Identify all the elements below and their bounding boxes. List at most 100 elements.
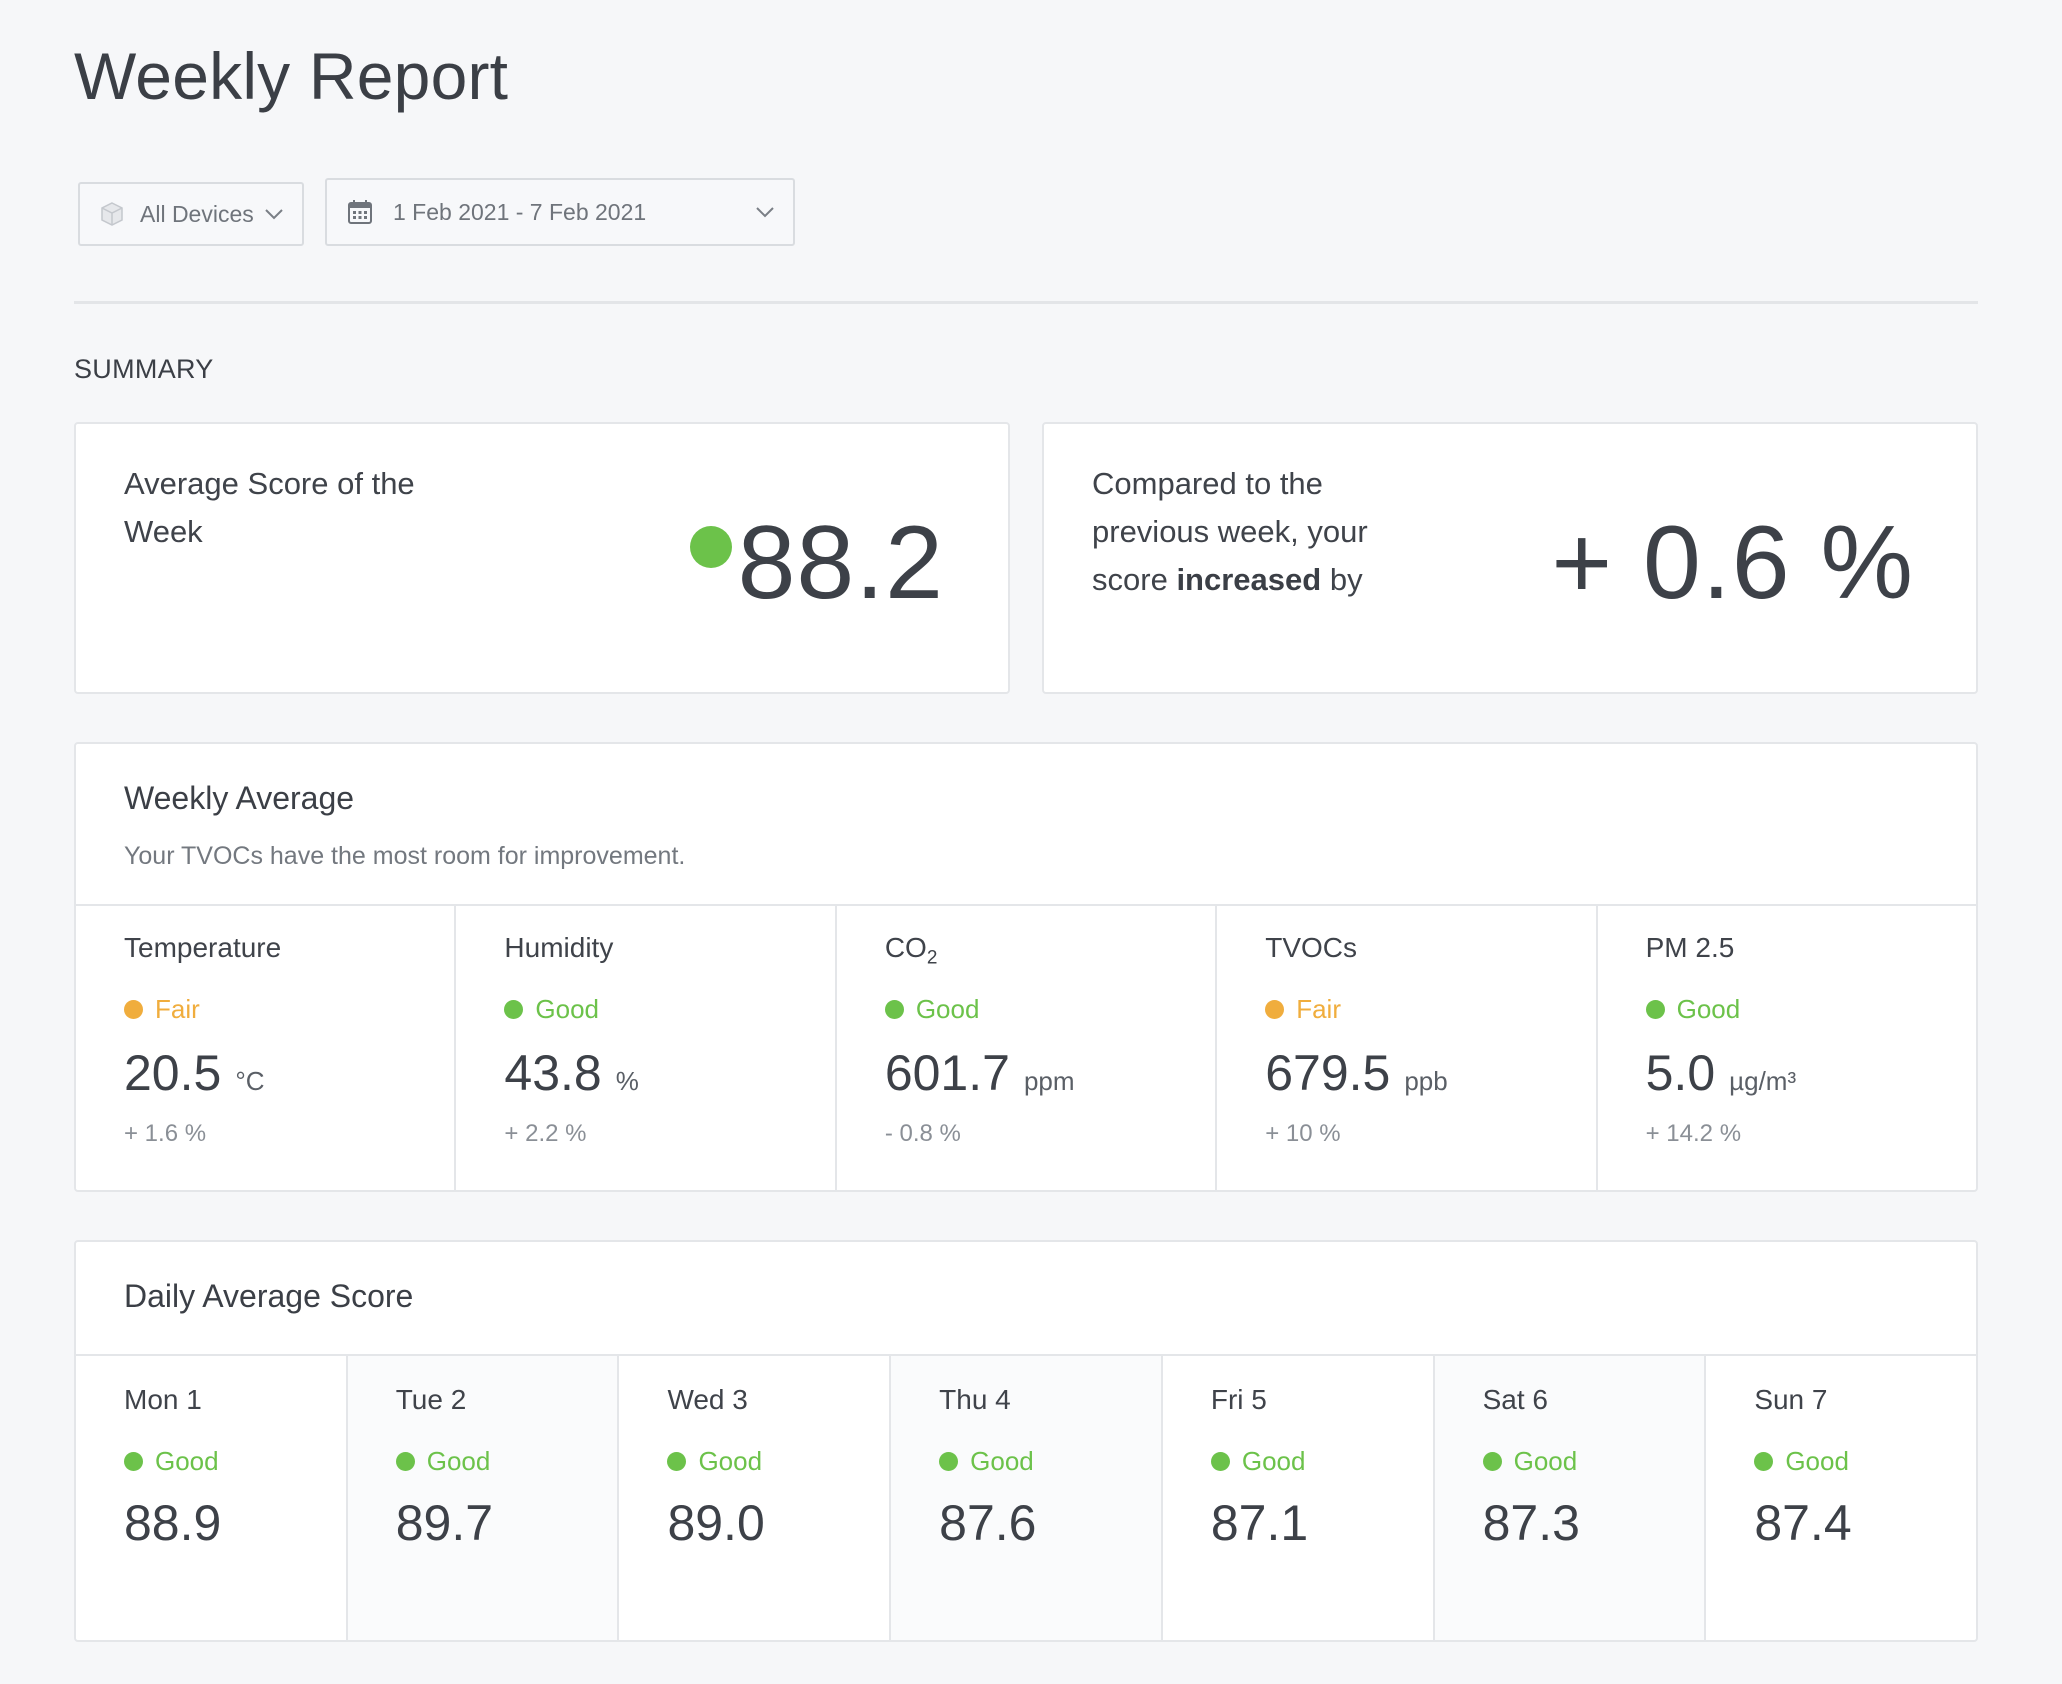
day-status: Good xyxy=(1754,1446,1849,1477)
status-dot xyxy=(1210,1452,1230,1471)
metric-name: TVOCs xyxy=(1265,932,1357,964)
day-label: Wed 3 xyxy=(667,1384,748,1415)
daily-average-title: Daily Average Score xyxy=(124,1278,414,1314)
status-label: Good xyxy=(426,1446,491,1476)
cube-icon xyxy=(98,200,126,228)
metric-status: Fair xyxy=(1265,994,1341,1025)
metric-name-text: Humidity xyxy=(504,932,614,963)
status-label: Good xyxy=(698,1446,763,1476)
day-score: 87.3 xyxy=(1482,1495,1580,1551)
day-mon: Mon 1 Good 88.9 xyxy=(76,1356,348,1640)
date-range-label: 1 Feb 2021 - 7 Feb 2021 xyxy=(393,198,647,225)
metric-value: 43.8% xyxy=(504,1044,638,1102)
metric-value: 20.5 °C xyxy=(124,1044,265,1102)
metric-change: + 14.2 % xyxy=(1645,1120,1742,1147)
weekly-average-card: Weekly Average Your TVOCs have the most … xyxy=(74,742,1978,1192)
metric-unit: ppm xyxy=(1023,1066,1075,1096)
day-status: Good xyxy=(1210,1446,1306,1477)
status-dot xyxy=(667,1452,687,1471)
metric-name: PM 2.5 xyxy=(1646,932,1735,964)
metric-value-number: 679.5 xyxy=(1265,1045,1391,1101)
metric-unit: µg/m³ xyxy=(1729,1066,1797,1096)
status-label: Good xyxy=(1241,1446,1306,1476)
status-dot xyxy=(504,1000,524,1019)
day-status: Good xyxy=(124,1446,219,1477)
day-status: Good xyxy=(395,1446,491,1477)
comparison-label: Compared to the previous week, your scor… xyxy=(1092,460,1432,604)
metric-temperature: Temperature Fair 20.5 °C + 1.6 % xyxy=(76,906,457,1190)
average-score-value: 88.2 xyxy=(737,505,944,621)
status-dot xyxy=(124,1000,143,1019)
chevron-down-icon xyxy=(264,208,284,220)
metrics-row: Temperature Fair 20.5 °C + 1.6 % Humidity… xyxy=(76,906,1976,1190)
day-wed: Wed 3 Good 89.0 xyxy=(619,1356,892,1640)
day-status: Good xyxy=(939,1446,1034,1477)
day-status: Good xyxy=(1482,1446,1578,1477)
day-label: Thu 4 xyxy=(939,1384,1011,1415)
day-score: 87.6 xyxy=(939,1495,1037,1551)
metric-name: Temperature xyxy=(124,932,281,964)
day-label: Tue 2 xyxy=(395,1384,467,1415)
metric-name-subscript: 2 xyxy=(926,947,938,969)
metric-change: + 10 % xyxy=(1265,1120,1341,1147)
days-row: Mon 1 Good 88.9 Tue 2 Good 89.7 Wed 3 Go… xyxy=(76,1356,1976,1640)
day-score: 87.1 xyxy=(1210,1495,1309,1551)
metric-name-text: Temperature xyxy=(124,932,282,963)
metric-change: - 0.8 % xyxy=(884,1120,961,1147)
metric-status: Good xyxy=(504,994,599,1025)
metric-status: Good xyxy=(884,994,980,1025)
status-label: Good xyxy=(915,994,980,1024)
device-dropdown[interactable]: All Devices xyxy=(78,182,304,246)
comparison-value: + 0.6 % xyxy=(1551,505,1914,621)
date-range-dropdown[interactable]: 1 Feb 2021 - 7 Feb 2021 xyxy=(325,178,795,246)
divider xyxy=(76,1354,1976,1356)
metric-co2: CO2 Good 601.7 ppm - 0.8 % xyxy=(837,906,1218,1190)
day-score: 88.9 xyxy=(124,1495,222,1551)
day-tue: Tue 2 Good 89.7 xyxy=(347,1356,620,1640)
page-title: Weekly Report xyxy=(74,39,509,113)
day-status: Good xyxy=(667,1446,762,1477)
average-score-label: Average Score of the Week xyxy=(124,466,415,549)
status-dot xyxy=(1754,1452,1774,1471)
status-label: Good xyxy=(1513,1446,1578,1476)
metric-name-text: TVOCs xyxy=(1265,932,1357,963)
calendar-icon xyxy=(347,199,373,225)
day-score: 87.4 xyxy=(1754,1495,1852,1551)
device-dropdown-label: All Devices xyxy=(140,200,254,227)
metric-name-text: PM 2.5 xyxy=(1645,932,1735,963)
metric-value-number: 601.7 xyxy=(884,1045,1010,1101)
metric-unit: °C xyxy=(235,1066,265,1096)
metric-value: 5.0 µg/m³ xyxy=(1646,1044,1797,1102)
metric-name: Humidity xyxy=(504,932,613,964)
metric-change: + 1.6 % xyxy=(124,1120,207,1147)
status-label: Fair xyxy=(1296,994,1341,1024)
weekly-average-subtitle: Your TVOCs have the most room for improv… xyxy=(124,842,686,870)
divider xyxy=(76,904,1976,906)
day-label: Sun 7 xyxy=(1754,1384,1828,1415)
status-dot xyxy=(1645,1000,1665,1019)
day-label: Fri 5 xyxy=(1210,1384,1267,1415)
status-dot xyxy=(939,1452,959,1471)
metric-name-text: CO xyxy=(884,932,927,963)
comparison-label-suffix: by xyxy=(1329,562,1363,597)
header-divider xyxy=(74,301,1978,304)
status-label: Good xyxy=(535,994,600,1024)
day-fri: Fri 5 Good 87.1 xyxy=(1163,1356,1435,1640)
metric-humidity: Humidity Good 43.8% + 2.2 % xyxy=(456,906,837,1190)
average-score-card: Average Score of the Week 88.2 xyxy=(74,422,1010,694)
daily-average-card: Daily Average Score Mon 1 Good 88.9 Tue … xyxy=(74,1240,1978,1642)
metric-value-number: 5.0 xyxy=(1645,1045,1716,1101)
comparison-card: Compared to the previous week, your scor… xyxy=(1042,422,1978,694)
day-label: Mon 1 xyxy=(124,1384,202,1415)
chevron-down-icon xyxy=(755,206,775,218)
status-label: Fair xyxy=(155,994,200,1024)
metric-status: Fair xyxy=(124,994,200,1025)
summary-section-label: SUMMARY xyxy=(74,354,214,384)
weekly-average-title: Weekly Average xyxy=(124,780,355,816)
status-dot xyxy=(884,1000,904,1019)
metric-tvocs: TVOCs Fair 679.5 ppb + 10 % xyxy=(1217,906,1598,1190)
score-status-dot xyxy=(690,526,732,568)
status-dot xyxy=(124,1452,143,1471)
status-label: Good xyxy=(970,1446,1034,1476)
